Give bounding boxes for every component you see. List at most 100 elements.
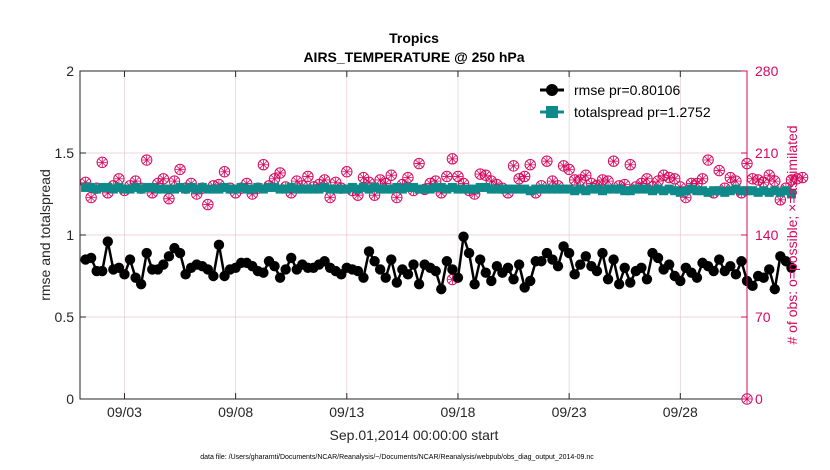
totalspread-point (447, 182, 457, 192)
totalspread-point (631, 184, 641, 194)
y-right-tick-label: 280 (755, 63, 779, 79)
totalspread-point (103, 182, 113, 192)
rmse-point (374, 264, 386, 275)
obs-circle (524, 159, 536, 171)
rmse-point (525, 275, 536, 287)
totalspread-point (270, 182, 280, 192)
totalspread-point (692, 186, 702, 196)
totalspread-point (409, 182, 418, 192)
obs-cross (797, 173, 808, 183)
totalspread-point (208, 184, 218, 194)
totalspread-point (470, 184, 480, 194)
obs-point (163, 192, 175, 205)
obs-point (341, 166, 353, 178)
rmse-point (141, 247, 152, 259)
obs-cross (525, 160, 535, 170)
totalspread-point (253, 182, 263, 192)
totalspread-point (486, 184, 496, 194)
obs-circle (96, 156, 108, 169)
rmse-point (625, 277, 636, 288)
obs-circle (563, 163, 575, 176)
chart-title: Tropics (389, 30, 439, 46)
totalspread-point (714, 186, 724, 196)
totalspread-point (553, 184, 563, 194)
legend-rmse-marker (546, 84, 558, 96)
rmse-point (85, 252, 97, 264)
obs-point (85, 191, 97, 204)
totalspread-point (442, 184, 452, 194)
rmse-point (363, 246, 375, 257)
obs-circle (141, 154, 153, 166)
totalspread-point (781, 186, 791, 196)
totalspread-point (358, 182, 368, 192)
totalspread-point (720, 187, 730, 197)
obs-circle (541, 155, 553, 167)
obs-cross (319, 175, 330, 185)
obs-cross (620, 180, 630, 190)
obs-cross (192, 189, 202, 199)
obs-point (257, 159, 270, 171)
totalspread-point (686, 184, 696, 194)
y-axis-right-label: # of obs: o=possible; ×=assimilated (784, 125, 800, 344)
obs-point (669, 173, 681, 185)
y-left-tick-label: 1.5 (55, 145, 75, 161)
y-axis-right: 0 70 140 210 280 (741, 63, 779, 407)
totalspread-point (570, 186, 580, 196)
obs-point (391, 191, 403, 204)
obs-cross (142, 155, 152, 165)
totalspread-point (392, 182, 402, 192)
totalspread-point (520, 184, 530, 194)
obs-circle (85, 191, 97, 204)
obs-point (452, 170, 464, 183)
obs-circle (174, 163, 186, 176)
obs-circle (218, 166, 231, 178)
obs-cross (364, 177, 374, 187)
obs-circle (624, 159, 636, 171)
rmse-point (552, 260, 564, 272)
totalspread-point (336, 184, 346, 194)
obs-cross (764, 170, 774, 180)
totalspread-point (125, 184, 135, 194)
obs-cross (731, 176, 741, 186)
rmse-point (563, 247, 575, 259)
obs-cross (414, 158, 424, 169)
rmse-point (391, 277, 403, 288)
obs-circle (446, 153, 459, 165)
rmse-point (358, 272, 369, 283)
obs-cross (425, 178, 435, 189)
totalspread-point (114, 182, 124, 192)
rmse-point (386, 254, 397, 265)
obs-cross (603, 176, 613, 186)
obs-circle (452, 170, 464, 183)
obs-point (541, 155, 553, 167)
obs-cross (130, 176, 141, 186)
totalspread-point (175, 182, 185, 192)
obs-cross (275, 168, 285, 178)
obs-cross (642, 174, 652, 184)
obs-circle (702, 154, 714, 166)
rmse-point (708, 265, 719, 277)
rmse-point (258, 267, 269, 278)
totalspread-point (292, 184, 302, 194)
obs-cross (697, 174, 708, 184)
x-tick-label: 09/13 (329, 404, 364, 420)
obs-cross (447, 154, 458, 164)
totalspread-point (97, 182, 107, 192)
obs-cross (508, 161, 519, 171)
obs-cross (692, 178, 702, 189)
rmse-point (463, 247, 475, 259)
obs-point (641, 173, 653, 185)
totalspread-point (342, 184, 352, 194)
obs-point (524, 159, 536, 171)
totalspread-point (614, 184, 624, 194)
rmse-point (536, 256, 547, 267)
rmse-point (369, 256, 380, 267)
totalspread-point (192, 184, 202, 194)
totalspread-point (459, 184, 469, 194)
obs-circle (402, 171, 414, 184)
obs-cross (442, 171, 452, 182)
obs-point (624, 159, 636, 171)
totalspread-point (698, 186, 708, 196)
rmse-point (641, 274, 653, 285)
rmse-point (736, 256, 747, 267)
